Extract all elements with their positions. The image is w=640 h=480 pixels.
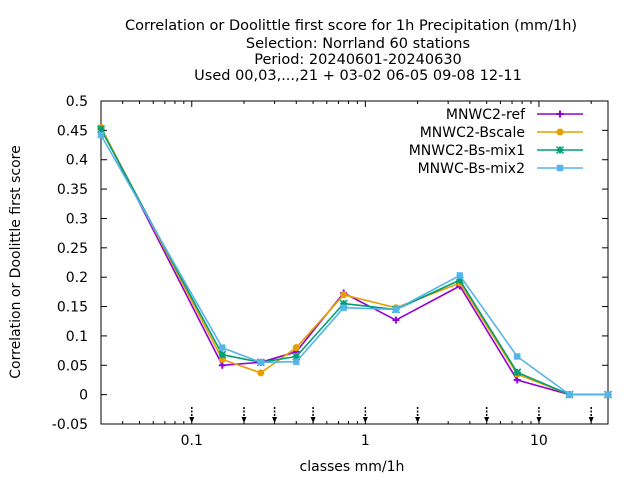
- arrow-head: [484, 417, 490, 423]
- y-tick-label: 0.1: [66, 329, 88, 345]
- marker-stroke: [96, 125, 106, 134]
- class-threshold-arrow: [588, 407, 594, 423]
- y-tick-label: 0.4: [66, 153, 88, 169]
- data-point: [513, 368, 522, 377]
- data-point: [293, 358, 300, 365]
- legend-item: MNWC2-ref: [446, 107, 583, 123]
- title-line-4: Used 00,03,...,21 + 03-02 06-05 09-08 12…: [194, 68, 522, 84]
- arrow-head: [189, 417, 195, 423]
- x-tick-label: 0.1: [181, 433, 203, 449]
- arrow-head: [272, 417, 278, 423]
- data-point: [218, 361, 226, 369]
- y-axis-ticks: -0.05 0 0.05 0.1 0.15 0.2 0.25 0.3 0.35 0.4 0.45 0.…: [52, 94, 608, 433]
- chart-title: Correlation or Doolittle first score for…: [125, 18, 577, 84]
- marker-stroke: [218, 350, 227, 359]
- data-point: [456, 272, 463, 279]
- data-point: [340, 291, 348, 299]
- marker-stroke: [555, 145, 565, 155]
- arrow-head: [241, 417, 247, 423]
- legend-item: MNWC2-Bs-mix1: [409, 143, 583, 159]
- title-line-3: Period: 20240601-20240630: [254, 52, 462, 68]
- arrow-head: [536, 417, 542, 423]
- arrow-head: [588, 417, 594, 423]
- series-layer: [96, 123, 613, 399]
- series-line: [100, 127, 608, 396]
- legend-label: MNWC2-Bs-mix1: [409, 143, 525, 159]
- data-point: [218, 355, 226, 363]
- data-point: [97, 131, 105, 139]
- marker-stroke: [513, 368, 522, 377]
- legend-swatch-marker: [556, 110, 564, 118]
- y-tick-label: -0.05: [52, 417, 88, 433]
- data-point: [340, 304, 347, 311]
- arrow-head: [362, 417, 368, 423]
- class-threshold-arrow: [536, 407, 542, 423]
- data-point: [392, 316, 400, 324]
- legend-item: MNWC-Bs-mix2: [418, 161, 583, 177]
- y-tick-label: 0.2: [66, 270, 88, 286]
- x-tick-label: 10: [530, 433, 548, 449]
- title-line-2: Selection: Norrland 60 stations: [246, 36, 470, 52]
- arrow-head: [310, 417, 316, 423]
- class-threshold-arrow: [415, 407, 421, 423]
- y-tick-label: 0.25: [57, 241, 88, 257]
- plot-frame: [100, 100, 609, 425]
- data-point: [257, 359, 265, 366]
- title-line-1: Correlation or Doolittle first score for…: [125, 18, 577, 34]
- data-point: [219, 344, 226, 351]
- y-tick-label: 0: [79, 388, 88, 404]
- class-threshold-arrow: [189, 407, 195, 423]
- legend-label: MNWC2-ref: [446, 107, 526, 123]
- class-threshold-arrow: [272, 407, 278, 423]
- y-tick-label: 0.15: [57, 300, 88, 316]
- legend-label: MNWC-Bs-mix2: [418, 161, 525, 177]
- y-axis-label: Correlation or Doolittle first score: [8, 145, 24, 378]
- arrow-head: [415, 417, 421, 423]
- class-threshold-arrows: [189, 407, 594, 423]
- series-line: [100, 134, 608, 396]
- data-point: [513, 376, 521, 384]
- y-tick-label: 0.35: [57, 182, 88, 198]
- y-tick-label: 0.5: [66, 94, 88, 110]
- series-line: [100, 127, 608, 396]
- data-point: [604, 391, 612, 398]
- data-point: [218, 350, 227, 359]
- class-threshold-arrow: [484, 407, 490, 423]
- legend: MNWC2-ref MNWC2-Bscale MNWC2-Bs-mix1 MNWC-B…: [409, 107, 583, 177]
- series-mnwc-bs-mix2: [97, 131, 612, 398]
- y-tick-label: 0.05: [57, 358, 88, 374]
- x-axis-label: classes mm/1h: [300, 459, 405, 475]
- data-point: [292, 344, 300, 352]
- legend-swatch-marker: [556, 164, 564, 172]
- series-mnwc2-ref: [97, 123, 612, 399]
- data-point: [96, 125, 106, 134]
- y-tick-label: 0.45: [57, 123, 88, 139]
- legend-swatch-marker: [555, 145, 565, 155]
- y-tick-label: 0.3: [66, 211, 88, 227]
- data-point: [566, 391, 573, 398]
- x-tick-label: 1: [361, 433, 370, 449]
- class-threshold-arrow: [241, 407, 247, 423]
- series-mnwc2-bscale: [97, 123, 612, 399]
- x-axis-ticks: 0.1 1 10: [100, 101, 592, 449]
- series-line: [100, 128, 608, 396]
- legend-label: MNWC2-Bscale: [420, 125, 525, 141]
- legend-swatch-marker: [556, 128, 564, 136]
- class-threshold-arrow: [310, 407, 316, 423]
- data-point: [392, 306, 400, 313]
- class-threshold-arrow: [362, 407, 368, 423]
- legend-item: MNWC2-Bscale: [420, 125, 583, 141]
- data-point: [257, 369, 265, 377]
- data-point: [514, 353, 521, 360]
- series-mnwc2-bs-mix1: [96, 125, 613, 399]
